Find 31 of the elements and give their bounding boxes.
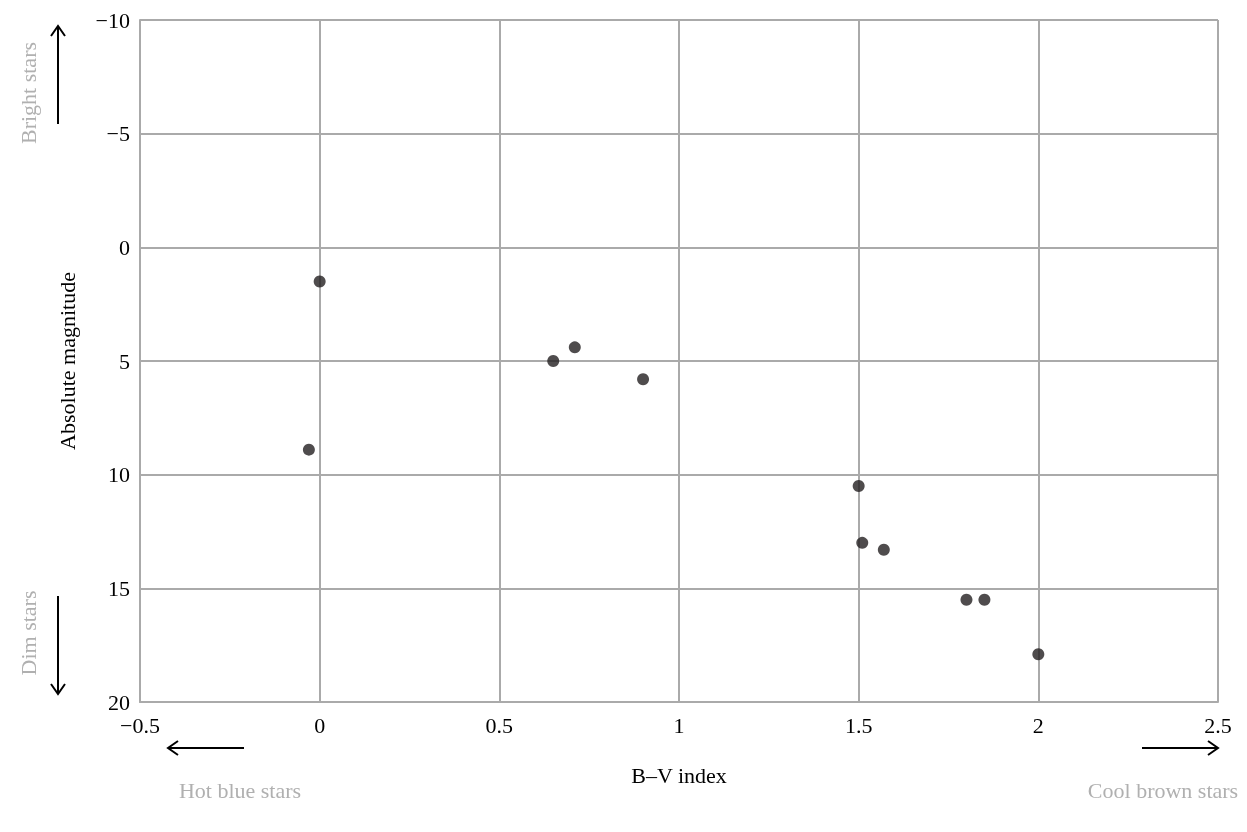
y-tick-label: 0: [119, 234, 130, 260]
x-tick-label: 2: [1032, 712, 1044, 738]
text: Cool brown stars: [1087, 777, 1239, 803]
y-tick-label: 15: [108, 575, 130, 601]
y-tick-label: −10: [95, 7, 130, 33]
x-tick-label: −0.5: [120, 712, 160, 738]
x-tick-label: 0: [314, 712, 326, 738]
x-tick-label: 2.5: [1204, 712, 1232, 738]
point: [302, 443, 315, 456]
point: [1032, 648, 1045, 661]
point: [856, 536, 869, 549]
point: [568, 341, 581, 354]
point: [877, 543, 890, 556]
point: [960, 593, 973, 606]
point: [547, 355, 560, 367]
x-axis-title: B–V index: [631, 762, 727, 788]
x-tick-label: 1.5: [844, 712, 873, 738]
point: [313, 275, 326, 288]
y-axis-title: Absolute magnitude: [54, 272, 80, 450]
point: [852, 480, 865, 493]
x-tick-label: 1: [673, 712, 685, 738]
text: Hot blue stars: [178, 777, 302, 803]
point: [637, 373, 650, 386]
y-tick-label: 10: [108, 462, 130, 488]
text: Bright stars: [15, 41, 41, 145]
y-tick-label: 5: [119, 348, 130, 374]
text: Dim stars: [15, 590, 41, 676]
x-tick-label: 0.5: [485, 712, 514, 738]
point: [978, 593, 991, 606]
y-tick-label: 20: [108, 689, 130, 715]
y-tick-label: −5: [106, 121, 130, 147]
